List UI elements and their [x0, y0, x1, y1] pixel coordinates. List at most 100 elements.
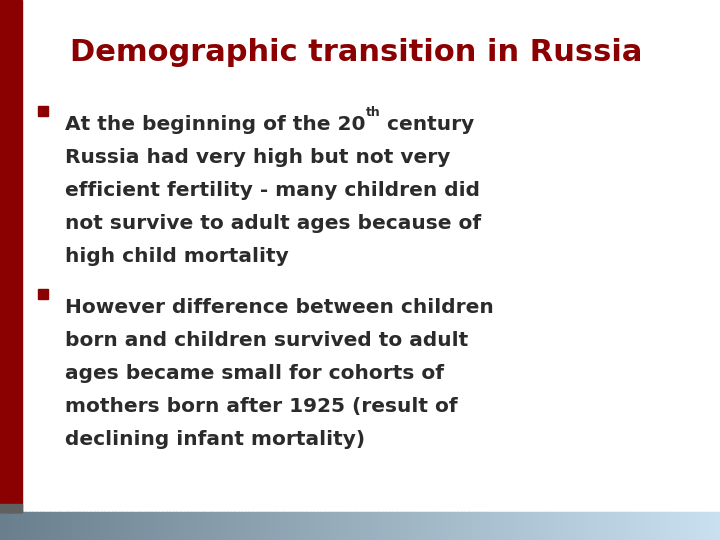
Bar	[356, 512, 361, 540]
Bar	[238, 512, 242, 540]
Bar	[40, 512, 44, 540]
Bar	[436, 512, 440, 540]
Bar	[86, 512, 91, 540]
Bar	[576, 512, 580, 540]
Bar	[202, 512, 206, 540]
Bar	[540, 512, 544, 540]
Bar	[511, 512, 516, 540]
Bar	[38, 106, 48, 116]
Text: high child mortality: high child mortality	[65, 247, 289, 266]
Bar	[403, 512, 408, 540]
Bar	[11, 512, 15, 540]
Bar	[504, 512, 508, 540]
Bar	[0, 504, 22, 512]
Bar	[367, 512, 372, 540]
Bar	[140, 512, 145, 540]
Bar	[461, 512, 465, 540]
Bar	[547, 512, 552, 540]
Text: Demographic transition in Russia: Demographic transition in Russia	[70, 38, 642, 67]
Bar	[533, 512, 537, 540]
Bar	[274, 512, 278, 540]
Bar	[608, 512, 613, 540]
Bar	[634, 512, 638, 540]
Bar	[187, 512, 192, 540]
Bar	[486, 512, 490, 540]
Bar	[263, 512, 267, 540]
Bar	[180, 512, 184, 540]
Text: born and children survived to adult: born and children survived to adult	[65, 331, 468, 350]
Bar	[284, 512, 289, 540]
Bar	[277, 512, 282, 540]
Bar	[572, 512, 577, 540]
Bar	[97, 512, 102, 540]
Bar	[508, 512, 512, 540]
Bar	[605, 512, 609, 540]
Bar	[670, 512, 674, 540]
Bar	[396, 512, 400, 540]
Bar	[47, 512, 51, 540]
Bar	[479, 512, 483, 540]
Bar	[166, 512, 170, 540]
Bar	[119, 512, 123, 540]
Bar	[695, 512, 699, 540]
Bar	[490, 512, 494, 540]
Bar	[313, 512, 318, 540]
Bar	[306, 512, 310, 540]
Bar	[554, 512, 559, 540]
Text: not survive to adult ages because of: not survive to adult ages because of	[65, 214, 481, 233]
Bar	[133, 512, 138, 540]
Bar	[281, 512, 285, 540]
Bar	[558, 512, 562, 540]
Bar	[544, 512, 548, 540]
Text: declining infant mortality): declining infant mortality)	[65, 430, 365, 449]
Bar	[58, 512, 62, 540]
Bar	[522, 512, 526, 540]
Bar	[302, 512, 307, 540]
Bar	[270, 512, 274, 540]
Text: However difference between children: However difference between children	[65, 298, 494, 317]
Bar	[706, 512, 710, 540]
Bar	[220, 512, 224, 540]
Bar	[709, 512, 714, 540]
Bar	[256, 512, 260, 540]
Bar	[194, 512, 199, 540]
Bar	[331, 512, 336, 540]
Bar	[464, 512, 469, 540]
Bar	[184, 512, 188, 540]
Bar	[400, 512, 404, 540]
Bar	[101, 512, 105, 540]
Bar	[583, 512, 588, 540]
Bar	[112, 512, 116, 540]
Bar	[320, 512, 325, 540]
Bar	[14, 512, 19, 540]
Bar	[637, 512, 642, 540]
Bar	[310, 512, 314, 540]
Bar	[4, 512, 8, 540]
Bar	[659, 512, 663, 540]
Bar	[655, 512, 660, 540]
Bar	[162, 512, 166, 540]
Bar	[61, 512, 66, 540]
Bar	[691, 512, 696, 540]
Bar	[79, 512, 84, 540]
Bar	[518, 512, 523, 540]
Bar	[666, 512, 670, 540]
Text: mothers born after 1925 (result of: mothers born after 1925 (result of	[65, 397, 458, 416]
Bar	[266, 512, 271, 540]
Bar	[148, 512, 152, 540]
Bar	[439, 512, 444, 540]
Bar	[173, 512, 177, 540]
Bar	[295, 512, 300, 540]
Bar	[680, 512, 685, 540]
Bar	[29, 512, 33, 540]
Bar	[205, 512, 210, 540]
Bar	[0, 512, 4, 540]
Bar	[641, 512, 645, 540]
Bar	[590, 512, 595, 540]
Bar	[83, 512, 87, 540]
Bar	[454, 512, 458, 540]
Bar	[115, 512, 120, 540]
Bar	[7, 512, 12, 540]
Bar	[76, 512, 80, 540]
Bar	[378, 512, 382, 540]
